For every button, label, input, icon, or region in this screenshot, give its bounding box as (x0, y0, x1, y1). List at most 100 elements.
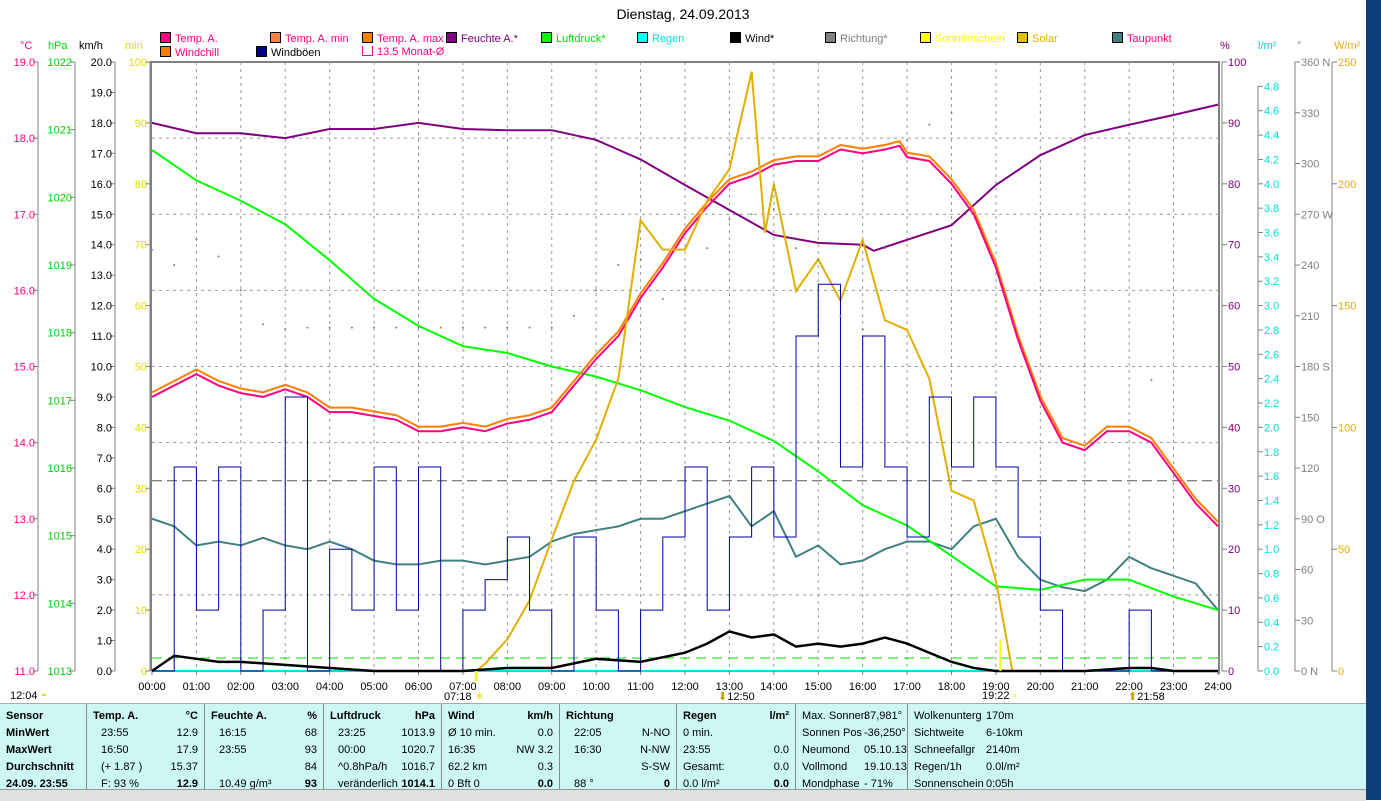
table-row: 22:05 N-NO (560, 725, 676, 742)
legend-swatch (637, 32, 648, 43)
direction-point (795, 247, 798, 250)
axis-tick-label-deg: 210 (1301, 311, 1319, 323)
direction-point (728, 218, 731, 221)
table-row: 23:25 1013.9 (324, 725, 441, 742)
info-label: Sichtweite (914, 727, 965, 739)
table-column-rain: Regen l/m² 0 min. 23:55 0.0 Gesamt: 0.0 0.0 l/m… (677, 704, 796, 790)
axis-tick-label-kmh: 18.0 (91, 118, 112, 130)
axis-tick-label-wm2: 200 (1338, 179, 1356, 191)
legend-item: Wind* (730, 32, 774, 45)
x-tick-label: 16:00 (849, 681, 877, 693)
info-value: 37,981° (864, 710, 903, 722)
column-header: Richtung (566, 710, 614, 722)
x-tick-label: 14:00 (760, 681, 788, 693)
axis-tick-label-c: 12.0 (14, 590, 35, 602)
axis-tick-label-kmh: 16.0 (91, 179, 112, 191)
cell-value: 1020.7 (401, 744, 435, 756)
info-row: Mondphase - 71% (796, 776, 907, 793)
info-label: Wolkenunterg (914, 710, 982, 722)
axis-tick-label-wm2: 0 (1338, 666, 1344, 678)
axis-tick-label-pct: 20 (1228, 544, 1240, 556)
axis-tick-label-hpa: 1020 (48, 192, 72, 204)
legend-label: Feuchte A.* (461, 33, 518, 45)
legend-item: Luftdruck* (541, 32, 606, 45)
axis-tick-label-min: 70 (135, 240, 147, 252)
direction-point (439, 326, 442, 329)
table-row: 23:55 93 (205, 742, 323, 759)
legend-label: Temp. A. (175, 33, 218, 45)
legend-label: Temp. A. max (377, 33, 444, 45)
legend-item: Richtung* (825, 32, 888, 45)
info-value: 2140m (986, 744, 1020, 756)
axis-tick-label-kmh: 7.0 (97, 453, 112, 465)
moonset-time: 12:04 (10, 690, 38, 702)
x-tick-label: 12:00 (671, 681, 699, 693)
moonrise-time: 21:58 (1137, 691, 1165, 703)
axis-unit-rain: l/m² (1258, 40, 1277, 52)
cell-label: 16:35 (448, 744, 476, 756)
legend-item: Taupunkt (1112, 32, 1172, 45)
direction-point (195, 238, 198, 241)
moonrise-icon: ⬆ (1128, 691, 1138, 703)
axis-tick-label-pct: 90 (1228, 118, 1240, 130)
axis-tick-label-deg: 180 S (1301, 362, 1330, 374)
axis-tick-label-kmh: 2.0 (97, 605, 112, 617)
axis-unit-degree: ° (1297, 40, 1302, 52)
series-wind (151, 630, 1218, 673)
table-row: 16:35 NW 3.2 (442, 742, 559, 759)
cell-label: 23:55 (101, 727, 129, 739)
axis-tick-label-wm2: 50 (1338, 544, 1350, 556)
cell-label: 0 min. (683, 727, 713, 739)
axis-tick-label-lm2: 4.6 (1264, 106, 1279, 118)
axis-tick-label-c: 15.0 (14, 362, 35, 374)
axis-tick-label-lm2: 1.6 (1264, 471, 1279, 483)
axis-tick-label-lm2: 2.8 (1264, 325, 1279, 337)
cell-label: 22:05 (574, 727, 602, 739)
direction-point (906, 138, 909, 141)
row-label-current: 24.09. 23:55 (6, 778, 68, 790)
cell-label: 62.2 km (448, 761, 488, 773)
legend-item: Regen (637, 32, 684, 45)
series-temp-a-max (151, 140, 1219, 523)
table-row: ^0.8hPa/h 1016.7 (324, 759, 441, 776)
table-row: 88 ° 0 (560, 776, 676, 793)
column-unit: hPa (414, 710, 435, 722)
direction-point (373, 326, 376, 329)
table-row: S-SW (560, 759, 676, 776)
table-row: 16:30 N-NW (560, 742, 676, 759)
legend-item: Temp. A. max (362, 32, 444, 45)
x-tick-label: 13:00 (716, 681, 744, 693)
cell-label: 0.0 l/m² (683, 778, 720, 790)
column-unit: °C (185, 710, 198, 722)
info-row: Max. Sonnen 37,981° (796, 708, 907, 725)
axis-tick-label-c: 16.0 (14, 285, 35, 297)
axis-tick-label-lm2: 2.0 (1264, 422, 1279, 434)
axis-tick-label-lm2: 1.8 (1264, 447, 1279, 459)
direction-point (173, 264, 176, 266)
cell-label: F: 93 % (101, 778, 139, 790)
info-row: Regen/1h 0.0l/m² (908, 759, 1038, 776)
axis-tick-label-kmh: 15.0 (91, 209, 112, 221)
desktop-background (1366, 0, 1381, 800)
cell-label: 16:50 (101, 744, 129, 756)
axis-tick-label-deg: 30 (1301, 615, 1313, 627)
info-label: Regen/1h (914, 761, 962, 773)
direction-point (151, 248, 153, 251)
direction-point (217, 255, 220, 258)
info-value: - 71% (864, 778, 893, 790)
axis-tick-label-deg: 60 (1301, 565, 1313, 577)
cell-value: 0.0 (773, 744, 789, 756)
axis-tick-label-kmh: 17.0 (91, 148, 112, 160)
info-label: Max. Sonnen (802, 710, 867, 722)
noon-icon: ⬇ (718, 691, 728, 703)
axis-tick-label-deg: 0 N (1301, 666, 1318, 678)
summary-panel: Sensor MinWert MaxWert Durchschnitt 24.0… (0, 703, 1366, 790)
info-label: Mondphase (802, 778, 860, 790)
axis-tick-label-kmh: 13.0 (91, 270, 112, 282)
axis-tick-label-min: 60 (135, 301, 147, 313)
axis-tick-label-kmh: 9.0 (97, 392, 112, 404)
table-row: 0 Bft 0 0.0 (442, 776, 559, 793)
axis-tick-label-hpa: 1018 (48, 328, 72, 340)
direction-point (528, 326, 531, 329)
sunset-time: 19:22 (982, 690, 1010, 702)
